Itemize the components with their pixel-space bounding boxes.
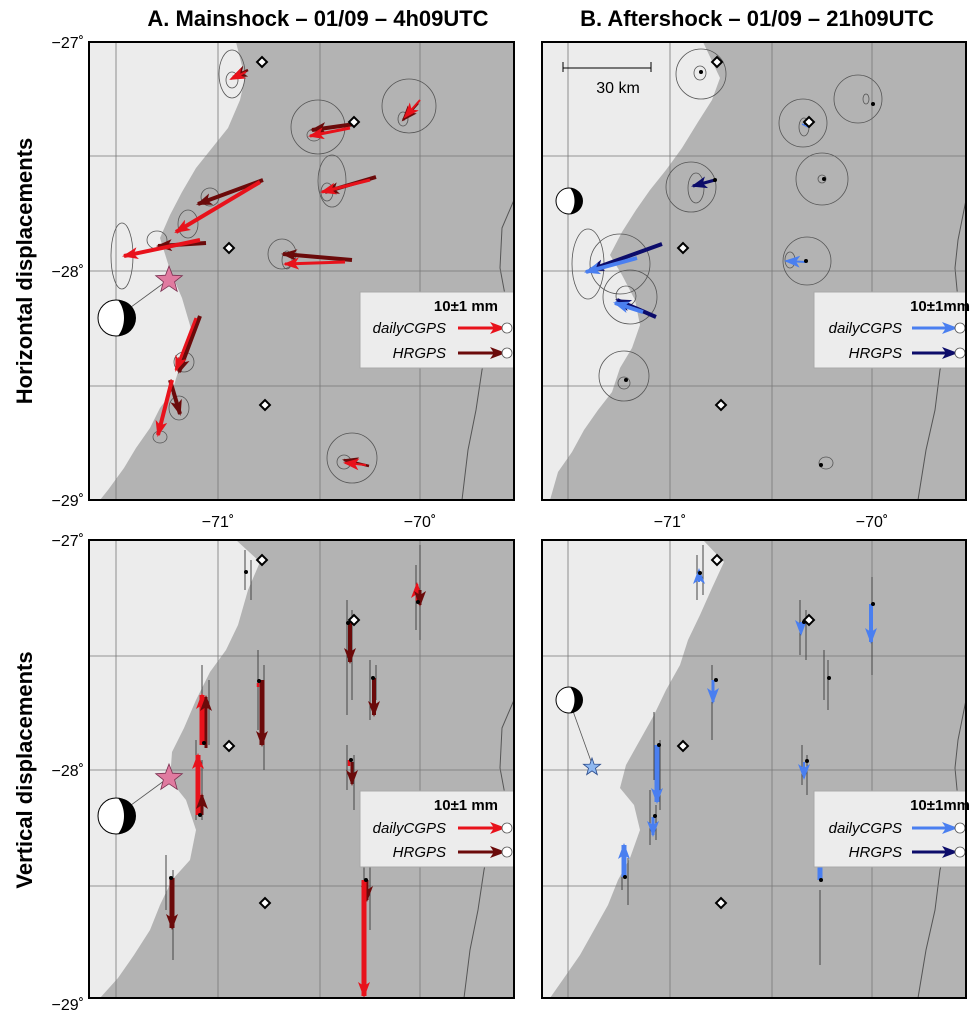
star-icon — [154, 762, 184, 791]
legend-hr-label: HRGPS — [849, 844, 902, 861]
legend-hr-label: HRGPS — [849, 345, 902, 362]
lat-axis-bottom: −27˚ −28˚ −29˚ — [52, 533, 84, 1014]
diamond-icon — [222, 553, 361, 910]
legend-box: 10±1mm dailyCGPS HRGPS — [813, 291, 970, 369]
star-icon — [154, 264, 184, 293]
legend-hr-label: HRGPS — [393, 345, 446, 362]
graticule — [89, 540, 514, 998]
legend-daily-label: dailyCGPS — [829, 820, 902, 837]
lat-tick-label: −29˚ — [52, 997, 84, 1014]
diamond-icon — [676, 55, 816, 412]
map-frame — [88, 41, 515, 501]
legend-title: 10±1mm — [910, 797, 970, 814]
station-markers — [169, 570, 420, 882]
legend-daily-label: dailyCGPS — [373, 320, 446, 337]
legend-title: 10±1 mm — [434, 797, 498, 814]
beachball-icon — [555, 686, 583, 714]
map-frame — [88, 539, 515, 999]
row-label-vertical: Vertical displacements — [12, 651, 37, 888]
lat-tick-label: −27˚ — [52, 533, 84, 550]
beachball-icon — [97, 299, 136, 337]
diamond-icon — [222, 55, 361, 412]
panel-a-title: A. Mainshock – 01/09 – 4h09UTC — [147, 6, 488, 31]
legend-box: 10±1 mm dailyCGPS HRGPS — [359, 790, 515, 868]
map-panel-b-horizontal: 30 km — [541, 41, 970, 501]
map-panel-a-vertical: 10±1 mm dailyCGPS HRGPS — [88, 539, 515, 999]
legend-daily-label: dailyCGPS — [829, 320, 902, 337]
graticule — [89, 42, 514, 500]
legend-title: 10±1mm — [910, 298, 970, 315]
panel-b-title: B. Aftershock – 01/09 – 21h09UTC — [580, 6, 934, 31]
lon-tick-label: −71˚ — [202, 514, 234, 531]
lat-tick-label: −27˚ — [52, 35, 84, 52]
diamond-icon — [676, 553, 816, 910]
lat-tick-label: −29˚ — [52, 493, 84, 510]
station-markers — [623, 571, 875, 882]
lon-tick-label: −71˚ — [654, 514, 686, 531]
beachball-icon — [555, 187, 583, 215]
scale-bar: 30 km — [562, 62, 652, 97]
map-panel-a-horizontal: 10±1 mm dailyCGPS HRGPS — [88, 41, 515, 501]
lon-tick-label: −70˚ — [404, 514, 436, 531]
displacement-arrows — [122, 65, 421, 471]
lat-tick-label: −28˚ — [52, 264, 84, 281]
displacement-arrows — [166, 582, 426, 998]
legend-title: 10±1 mm — [434, 298, 498, 315]
legend-daily-label: dailyCGPS — [373, 820, 446, 837]
lon-axis: −71˚ −70˚ −71˚ −70˚ — [202, 514, 888, 531]
legend-hr-label: HRGPS — [393, 844, 446, 861]
displacement-arrows — [618, 568, 877, 880]
graticule — [542, 42, 966, 500]
map-frame — [541, 539, 967, 999]
legend-box: 10±1mm dailyCGPS HRGPS — [813, 790, 970, 868]
scale-bar-label: 30 km — [596, 80, 640, 97]
map-frame — [541, 41, 967, 501]
lat-tick-label: −28˚ — [52, 763, 84, 780]
graticule — [542, 540, 966, 998]
row-label-horizontal: Horizontal displacements — [12, 138, 37, 405]
lat-axis-top: −27˚ −28˚ −29˚ — [52, 35, 84, 510]
map-panel-b-vertical: 10±1mm dailyCGPS HRGPS — [541, 539, 970, 999]
displacement-arrows — [584, 123, 809, 319]
lon-tick-label: −70˚ — [856, 514, 888, 531]
star-icon — [582, 756, 602, 776]
beachball-icon — [97, 797, 136, 835]
legend-box: 10±1 mm dailyCGPS HRGPS — [359, 291, 515, 369]
